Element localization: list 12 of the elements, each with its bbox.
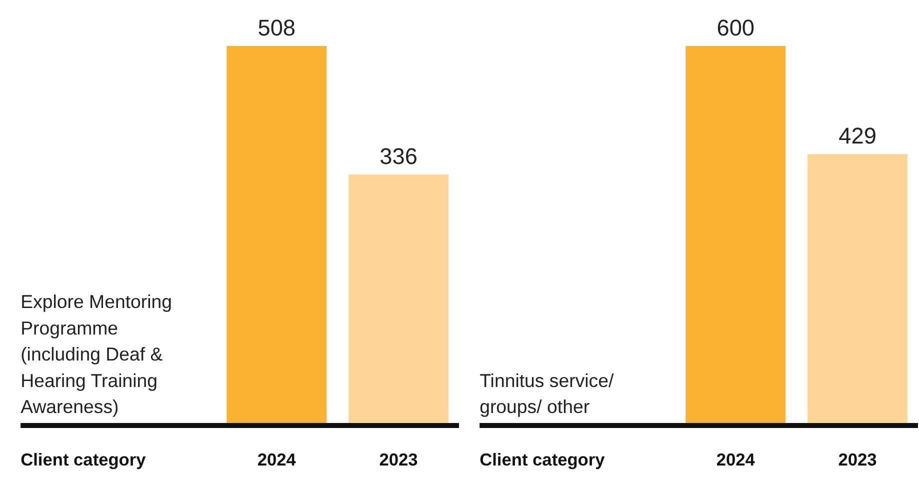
text: Explore Mentoring Programme (including Deaf & Hearing Training Awareness) [20,291,172,417]
data-label: 336 [380,142,418,169]
x-tick-label: 2024 [257,450,296,470]
x-axis-title: Client category [480,450,606,470]
data-label: 429 [838,122,876,149]
x-tick-label: 2023 [838,450,878,470]
x-axis-title: Client category [20,450,146,470]
x-tick-label: 2023 [379,450,418,470]
x-tick-label: 2024 [716,450,756,470]
data-label: 600 [716,14,755,40]
text: Tinnitus service/ groups/ other [480,370,615,417]
data-label: 508 [258,14,296,40]
